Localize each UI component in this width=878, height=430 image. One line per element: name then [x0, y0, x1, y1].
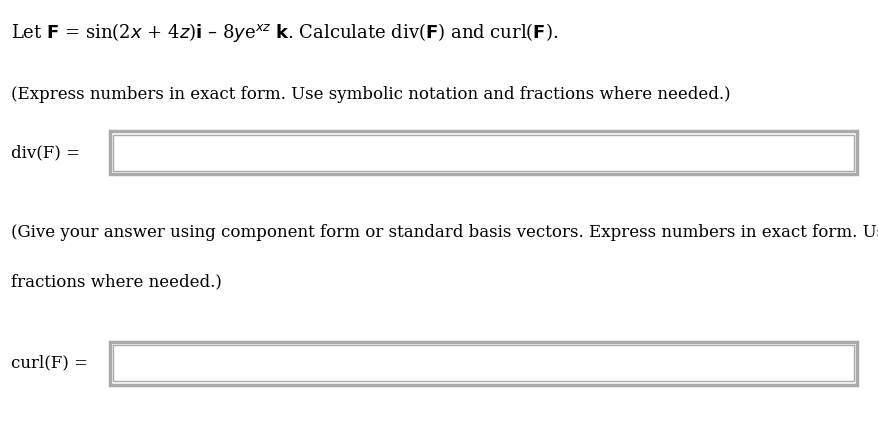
Text: div(F) =: div(F) =: [11, 144, 80, 161]
FancyBboxPatch shape: [113, 345, 853, 381]
FancyBboxPatch shape: [113, 135, 853, 171]
FancyBboxPatch shape: [110, 131, 856, 174]
FancyBboxPatch shape: [110, 342, 856, 385]
Text: Let $\mathbf{F}$ = sin(2$x$ + 4$z$)$\mathbf{i}$ – 8$y$e$^{xz}$ $\mathbf{k}$. Cal: Let $\mathbf{F}$ = sin(2$x$ + 4$z$)$\mat…: [11, 22, 558, 44]
Text: (Express numbers in exact form. Use symbolic notation and fractions where needed: (Express numbers in exact form. Use symb…: [11, 86, 730, 103]
Text: curl(F) =: curl(F) =: [11, 355, 89, 372]
Text: fractions where needed.): fractions where needed.): [11, 273, 222, 290]
Text: (Give your answer using component form or standard basis vectors. Express number: (Give your answer using component form o…: [11, 224, 878, 241]
